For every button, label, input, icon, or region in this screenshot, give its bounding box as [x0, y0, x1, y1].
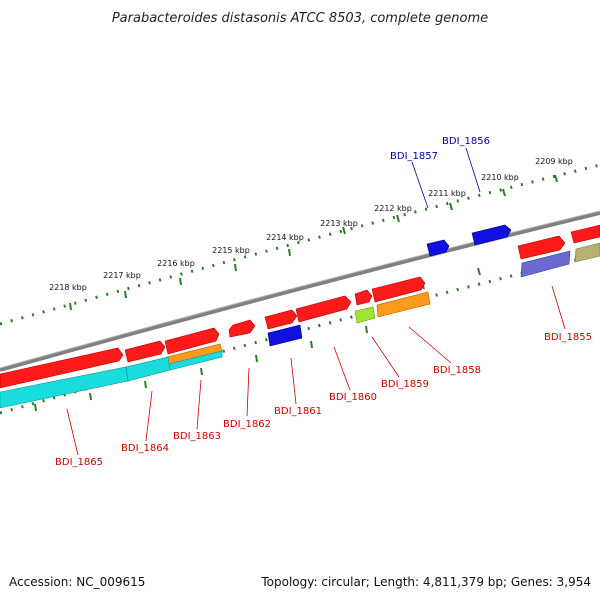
label-bdi-1865[interactable]: BDI_1865: [55, 457, 103, 468]
gene-bdi-1859-fwd[interactable]: [354, 289, 373, 306]
kbp-label-2216: 2216 kbp: [157, 259, 195, 268]
gene-bdi-1861[interactable]: [267, 324, 303, 347]
label-bdi-1862[interactable]: BDI_1862: [223, 419, 271, 430]
gene-bdi-1855-fwd[interactable]: [517, 235, 566, 260]
gene-row-forward: [0, 224, 600, 389]
label-bdi-1860[interactable]: BDI_1860: [329, 392, 377, 403]
label-bdi-1864[interactable]: BDI_1864: [121, 443, 169, 454]
gene-upper-right-fwd[interactable]: [570, 224, 600, 244]
gene-bdi-1857[interactable]: [426, 239, 450, 257]
label-bdi-1859[interactable]: BDI_1859: [381, 379, 429, 390]
kbp-label-2212: 2212 kbp: [374, 204, 412, 213]
gene-bdi-1865-fwd[interactable]: [0, 347, 124, 389]
label-leaders: [66, 147, 566, 456]
kbp-label-2214: 2214 kbp: [266, 233, 304, 242]
label-bdi-1863[interactable]: BDI_1863: [173, 431, 221, 442]
label-bdi-1861[interactable]: BDI_1861: [274, 406, 322, 417]
kbp-label-2218: 2218 kbp: [49, 283, 87, 292]
kbp-label-2215: 2215 kbp: [212, 246, 250, 255]
genome-summary-text: Topology: circular; Length: 4,811,379 bp…: [260, 575, 591, 589]
kbp-label-2210: 2210 kbp: [481, 173, 519, 182]
gene-bdi-1862[interactable]: [228, 319, 256, 338]
kbp-label-2213: 2213 kbp: [320, 219, 358, 228]
gene-bdi-1859[interactable]: [354, 306, 376, 324]
label-bdi-1855[interactable]: BDI_1855: [544, 332, 592, 343]
scale-track-outer: [0, 163, 600, 326]
gene-bdi-1865[interactable]: [0, 366, 129, 409]
gene-bdi-1864-fwd[interactable]: [124, 340, 166, 363]
kbp-label-2217: 2217 kbp: [103, 271, 141, 280]
label-bdi-1858[interactable]: BDI_1858: [433, 365, 481, 376]
gene-bdi-1860-fwd[interactable]: [295, 295, 352, 323]
gene-bdi-1858[interactable]: [376, 291, 431, 318]
accession-text: Accession: NC_009615: [9, 575, 145, 589]
scale-labels: 2209 kbp 2210 kbp 2211 kbp 2212 kbp 2213…: [49, 157, 573, 292]
gene-bdi-1863-fwd[interactable]: [164, 327, 220, 355]
kbp-label-2211: 2211 kbp: [428, 189, 466, 198]
label-bdi-1857[interactable]: BDI_1857: [390, 151, 438, 162]
genome-backbone: [0, 211, 600, 372]
gene-bdi-1858-fwd[interactable]: [371, 276, 426, 303]
scale-major-ticks-outer: [69, 174, 558, 311]
gene-row-reverse: [0, 242, 600, 409]
label-bdi-1856[interactable]: BDI_1856: [442, 136, 490, 147]
gene-bdi-1856[interactable]: [471, 224, 512, 246]
kbp-label-2209: 2209 kbp: [535, 157, 573, 166]
gene-upper-right-rev[interactable]: [574, 242, 600, 263]
map-title: Parabacteroides distasonis ATCC 8503, co…: [112, 11, 488, 26]
gene-bdi-1861-fwd[interactable]: [264, 309, 298, 330]
gene-bdi-1855[interactable]: [520, 250, 571, 278]
gene-labels: BDI_1856 BDI_1857 BDI_1855 BDI_1858 BDI_…: [55, 136, 592, 468]
genome-backbone-highlight: [0, 210, 600, 369]
